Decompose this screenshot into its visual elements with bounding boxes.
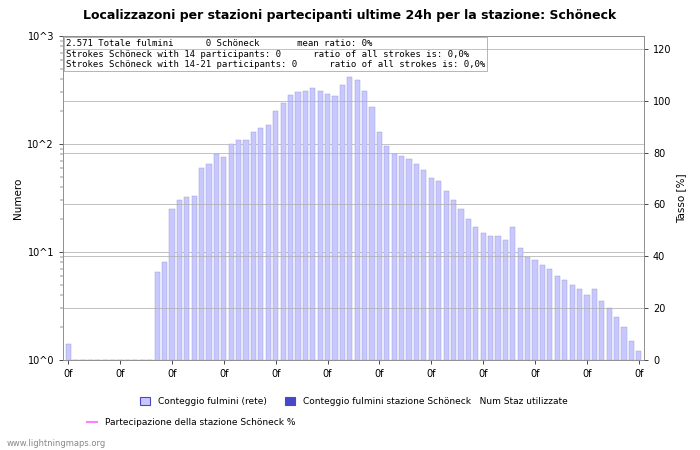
- Bar: [199, 168, 204, 450]
- Bar: [473, 227, 478, 450]
- Bar: [444, 191, 449, 450]
- Bar: [451, 200, 456, 450]
- Bar: [496, 236, 500, 450]
- Bar: [547, 269, 552, 450]
- Bar: [421, 170, 426, 450]
- Bar: [332, 96, 337, 450]
- Bar: [66, 344, 71, 450]
- Bar: [103, 360, 108, 450]
- Bar: [340, 85, 345, 450]
- Bar: [214, 154, 219, 450]
- Bar: [377, 132, 382, 450]
- Bar: [562, 280, 567, 450]
- Bar: [355, 80, 360, 450]
- Bar: [540, 266, 545, 450]
- Bar: [80, 360, 85, 450]
- Bar: [533, 260, 538, 450]
- Bar: [95, 360, 100, 450]
- Bar: [607, 308, 612, 450]
- Bar: [525, 257, 530, 450]
- Bar: [370, 107, 374, 450]
- Bar: [407, 159, 412, 450]
- Bar: [125, 360, 130, 450]
- Bar: [118, 360, 122, 450]
- Bar: [577, 289, 582, 450]
- Bar: [169, 209, 174, 450]
- Bar: [132, 360, 137, 450]
- Bar: [629, 341, 634, 450]
- Bar: [73, 360, 78, 450]
- Bar: [481, 233, 486, 450]
- Bar: [251, 132, 256, 450]
- Bar: [636, 351, 641, 450]
- Y-axis label: Tasso [%]: Tasso [%]: [676, 173, 686, 223]
- Bar: [399, 156, 405, 450]
- Bar: [384, 146, 389, 450]
- Bar: [258, 128, 263, 450]
- Bar: [206, 164, 211, 450]
- Bar: [488, 236, 494, 450]
- Text: www.lightningmaps.org: www.lightningmaps.org: [7, 439, 106, 448]
- Bar: [288, 95, 293, 450]
- Bar: [466, 220, 471, 450]
- Bar: [162, 262, 167, 450]
- Bar: [221, 158, 226, 450]
- Bar: [622, 328, 626, 450]
- Bar: [229, 144, 234, 450]
- Bar: [110, 360, 116, 450]
- Bar: [592, 289, 597, 450]
- Bar: [436, 181, 441, 450]
- Bar: [236, 140, 241, 450]
- Bar: [273, 112, 279, 450]
- Bar: [392, 154, 397, 450]
- Bar: [347, 76, 352, 450]
- Bar: [192, 196, 197, 450]
- Bar: [428, 179, 434, 450]
- Bar: [88, 360, 93, 450]
- Bar: [584, 295, 589, 450]
- Bar: [318, 91, 323, 450]
- Bar: [177, 200, 182, 450]
- Bar: [510, 227, 515, 450]
- Bar: [147, 360, 153, 450]
- Bar: [184, 198, 190, 450]
- Bar: [310, 88, 315, 450]
- Bar: [244, 140, 248, 450]
- Bar: [554, 276, 560, 450]
- Bar: [570, 284, 575, 450]
- Bar: [295, 92, 300, 450]
- Bar: [302, 91, 308, 450]
- Text: 2.571 Totale fulmini      0 Schöneck       mean ratio: 0%
Strokes Schöneck with : 2.571 Totale fulmini 0 Schöneck mean rat…: [66, 39, 485, 69]
- Bar: [599, 301, 604, 450]
- Bar: [458, 209, 463, 450]
- Bar: [140, 360, 145, 450]
- Bar: [155, 272, 160, 450]
- Bar: [517, 248, 523, 450]
- Y-axis label: Numero: Numero: [13, 177, 23, 219]
- Bar: [266, 125, 271, 450]
- Bar: [362, 91, 368, 450]
- Bar: [503, 240, 508, 450]
- Bar: [325, 94, 330, 450]
- Bar: [614, 317, 620, 450]
- Bar: [414, 164, 419, 450]
- Legend: Partecipazione della stazione Schöneck %: Partecipazione della stazione Schöneck %: [83, 415, 299, 431]
- Bar: [281, 103, 286, 450]
- Text: Localizzazoni per stazioni partecipanti ultime 24h per la stazione: Schöneck: Localizzazoni per stazioni partecipanti …: [83, 9, 617, 22]
